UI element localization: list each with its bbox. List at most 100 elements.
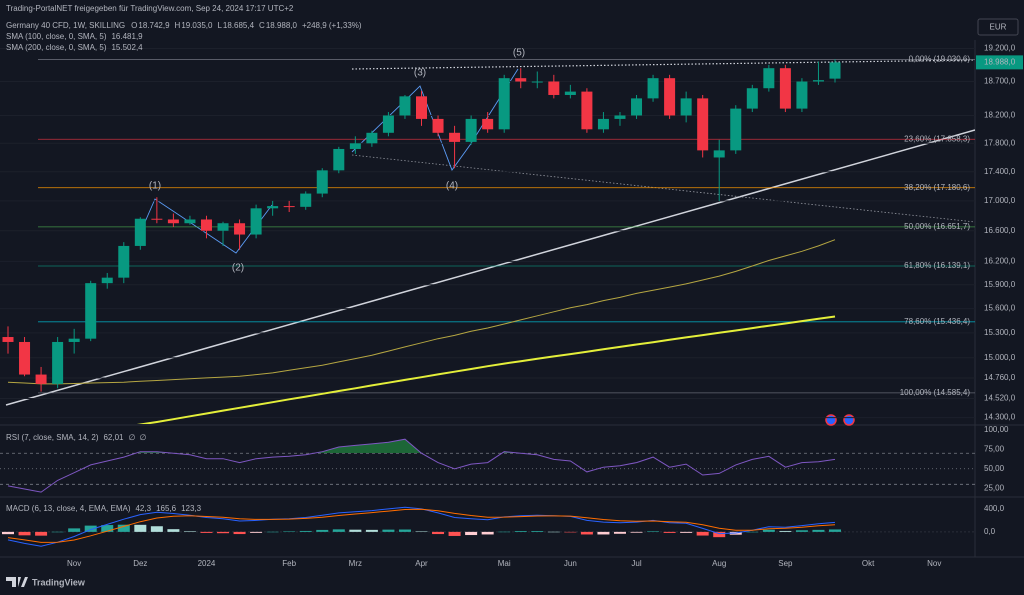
fib-label: 23,60% (17.858,3) bbox=[904, 134, 970, 143]
page-title: Trading-PortalNET freigegeben für Tradin… bbox=[6, 4, 294, 13]
candle-body bbox=[432, 118, 444, 133]
candle-body bbox=[35, 374, 47, 384]
legend-text: L bbox=[217, 21, 222, 30]
macd-histogram bbox=[415, 531, 428, 532]
candle-body bbox=[167, 219, 179, 224]
candle-body bbox=[697, 98, 709, 151]
candle-body bbox=[134, 218, 146, 246]
x-tick-label: Feb bbox=[282, 559, 296, 568]
event-marker[interactable] bbox=[825, 414, 837, 426]
dotted-line bbox=[351, 154, 975, 223]
macd-histogram bbox=[630, 531, 643, 533]
macd-histogram bbox=[547, 531, 560, 533]
legend-text: 15.502,4 bbox=[111, 43, 143, 52]
macd-histogram bbox=[68, 528, 81, 532]
x-tick-label: Jul bbox=[631, 559, 641, 568]
candle-body bbox=[779, 68, 791, 109]
legend-text: 18.685,4 bbox=[223, 21, 255, 30]
y-tick-label: 17.800,0 bbox=[984, 138, 1016, 147]
legend-text: 16.481,9 bbox=[111, 32, 143, 41]
candle-body bbox=[382, 115, 394, 133]
macd-histogram bbox=[713, 531, 726, 538]
candle-body bbox=[101, 277, 113, 284]
wave-label: (1) bbox=[149, 181, 161, 192]
legend-text: O bbox=[131, 21, 137, 30]
macd-histogram bbox=[2, 531, 14, 535]
macd-histogram bbox=[200, 531, 213, 533]
macd-histogram bbox=[134, 524, 147, 532]
legend-text: Germany 40 CFD, 1W, SKILLING bbox=[6, 21, 125, 30]
macd-histogram bbox=[35, 531, 48, 536]
y-tick-label: 17.400,0 bbox=[984, 167, 1016, 176]
legend-text: ∅ bbox=[139, 433, 146, 442]
macd-histogram bbox=[696, 531, 709, 536]
event-marker[interactable] bbox=[843, 414, 855, 426]
candle-body bbox=[465, 118, 477, 142]
candle-body bbox=[796, 81, 808, 109]
legend-text: 123,3 bbox=[181, 504, 202, 513]
y-tick-label: 14.760,0 bbox=[984, 373, 1016, 382]
y-tick-label: 17.000,0 bbox=[984, 196, 1016, 205]
macd-histogram bbox=[84, 525, 97, 532]
macd-histogram bbox=[233, 531, 246, 535]
y-tick-label: 18.200,0 bbox=[984, 111, 1016, 120]
legend-text: H bbox=[175, 21, 181, 30]
legend-text: ∅ bbox=[129, 433, 136, 442]
candle-body bbox=[85, 283, 97, 339]
trend-line bbox=[5, 129, 975, 406]
legend-text: 165,6 bbox=[156, 504, 177, 513]
macd-histogram bbox=[498, 531, 511, 533]
macd-histogram bbox=[465, 531, 478, 536]
candle-body bbox=[647, 78, 659, 99]
candle-body bbox=[713, 150, 725, 158]
currency-box[interactable] bbox=[977, 18, 1019, 36]
signal-line bbox=[7, 508, 836, 543]
macd-histogram bbox=[117, 524, 130, 532]
legend-text: C bbox=[259, 21, 265, 30]
rsi-line bbox=[7, 438, 836, 493]
y-tick-label: 18.700,0 bbox=[984, 77, 1016, 86]
candle-body bbox=[19, 341, 31, 375]
macd-histogram bbox=[432, 531, 445, 535]
candle-body bbox=[200, 219, 212, 231]
macd-histogram bbox=[531, 531, 544, 532]
macd-histogram bbox=[332, 529, 345, 532]
candle-body bbox=[399, 96, 411, 116]
legend-text: +248,9 (+1,33%) bbox=[302, 21, 362, 30]
x-tick-label: Mrz bbox=[349, 559, 362, 568]
macd-histogram bbox=[812, 529, 825, 532]
y-tick-label: 400,0 bbox=[984, 504, 1005, 513]
main-pane bbox=[0, 47, 975, 424]
macd-histogram bbox=[51, 531, 64, 533]
macd-histogram bbox=[316, 529, 329, 532]
candle-body bbox=[68, 338, 80, 342]
x-tick-label: Aug bbox=[712, 559, 726, 568]
macd-histogram bbox=[762, 529, 775, 532]
y-tick-label: 15.300,0 bbox=[984, 328, 1016, 337]
candle-body bbox=[564, 91, 576, 95]
x-tick-label: Nov bbox=[927, 559, 941, 568]
macd-histogram bbox=[663, 531, 676, 533]
candle-body bbox=[217, 223, 229, 231]
y-tick-label: 16.600,0 bbox=[984, 226, 1016, 235]
candle-body bbox=[283, 206, 295, 208]
candle-body bbox=[267, 206, 279, 209]
currency[interactable]: EUR bbox=[990, 23, 1007, 32]
macd-histogram bbox=[365, 529, 378, 532]
candle-body bbox=[316, 170, 328, 194]
fib-label: 38,20% (17.180,6) bbox=[904, 183, 970, 192]
y-tick-label: 75,00 bbox=[984, 444, 1005, 453]
wave-label: (3) bbox=[414, 68, 426, 79]
candle-body bbox=[349, 143, 361, 149]
fib-label: 50,00% (16.651,7) bbox=[904, 222, 970, 231]
y-tick-label: 15.600,0 bbox=[984, 304, 1016, 313]
candle-body bbox=[449, 132, 461, 142]
x-tick-label: Dez bbox=[133, 559, 147, 568]
x-tick-label: Sep bbox=[778, 559, 793, 568]
y-tick-label: 19.200,0 bbox=[984, 44, 1016, 53]
candle-body bbox=[333, 148, 345, 171]
macd-histogram bbox=[514, 531, 527, 532]
macd-histogram bbox=[382, 529, 395, 532]
dotted-line bbox=[351, 59, 975, 70]
